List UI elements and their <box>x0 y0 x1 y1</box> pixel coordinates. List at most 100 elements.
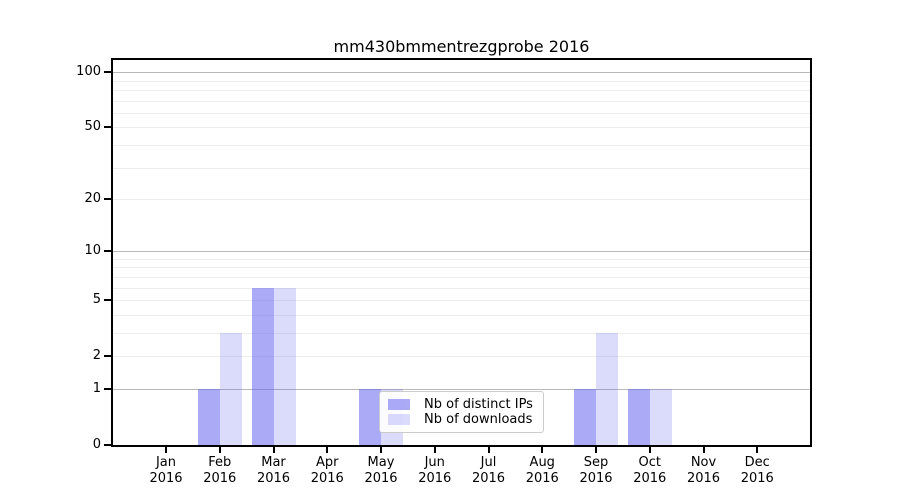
x-tick-label: Aug 2016 <box>510 455 574 487</box>
y-tick <box>104 71 111 74</box>
x-tick-year: 2016 <box>471 471 506 486</box>
major-gridline <box>113 72 810 74</box>
legend-label-downloads: Nb of downloads <box>424 412 533 427</box>
bar-distinct-ips-oct <box>627 389 650 445</box>
plot-area: Nb of distinct IPs Nb of downloads 0 1 2 5 1… <box>76 58 812 486</box>
minor-gridline <box>113 144 810 146</box>
y-tick-label: 20 <box>84 191 101 206</box>
x-tick-label: Jun 2016 <box>403 455 467 487</box>
y-tick <box>104 387 111 390</box>
x-tick-month: Jan <box>155 455 177 470</box>
y-tick <box>104 198 111 200</box>
x-tick <box>541 445 544 453</box>
y-tick <box>104 126 111 129</box>
y-tick-label: 0 <box>92 437 101 452</box>
x-tick-year: 2016 <box>256 471 291 486</box>
x-tick <box>433 445 436 453</box>
x-tick-year: 2016 <box>525 471 559 486</box>
x-tick-month: Dec <box>744 455 770 470</box>
x-tick <box>326 445 329 453</box>
x-tick-month: Oct <box>638 455 661 470</box>
y-tick-label: 1 <box>92 380 101 396</box>
minor-gridline <box>113 89 810 91</box>
minor-gridline <box>113 100 810 102</box>
x-tick-label: Mar 2016 <box>242 455 306 487</box>
legend-label-distinct-ips: Nb of distinct IPs <box>424 397 533 412</box>
x-tick-label: Feb 2016 <box>188 455 252 487</box>
x-tick <box>165 445 167 453</box>
x-tick-month: Nov <box>690 455 717 470</box>
x-tick <box>702 445 705 453</box>
bar-downloads-mar <box>273 287 296 445</box>
x-tick-label: Jul 2016 <box>457 455 521 487</box>
minor-gridline <box>113 356 810 358</box>
bar-downloads-feb <box>219 333 242 445</box>
x-tick-year: 2016 <box>633 471 667 486</box>
bar-distinct-ips-may <box>359 389 381 445</box>
minor-gridline <box>113 314 810 316</box>
x-tick <box>218 445 221 453</box>
x-tick-month: May <box>367 455 395 470</box>
x-tick-year: 2016 <box>203 471 237 486</box>
legend-entry-downloads: Nb of downloads <box>388 412 535 427</box>
x-tick-month: Mar <box>261 455 286 470</box>
x-tick <box>380 445 382 453</box>
y-tick-label: 2 <box>92 348 101 364</box>
minor-gridline <box>113 287 810 289</box>
minor-gridline <box>113 267 810 269</box>
minor-gridline <box>113 276 810 278</box>
x-tick-month: Apr <box>316 455 339 470</box>
x-tick-label: May 2016 <box>349 455 413 487</box>
x-tick-year: 2016 <box>310 471 344 486</box>
y-tick <box>104 444 111 446</box>
x-tick-year: 2016 <box>364 471 398 486</box>
legend-entry-distinct-ips: Nb of distinct IPs <box>388 397 535 412</box>
x-tick <box>487 445 490 453</box>
x-tick-year: 2016 <box>740 471 774 486</box>
x-tick-year: 2016 <box>579 471 613 486</box>
y-tick-label: 50 <box>84 119 101 135</box>
y-tick <box>104 299 111 302</box>
x-tick-year: 2016 <box>686 471 721 486</box>
minor-gridline <box>113 332 810 334</box>
legend-swatch-downloads <box>388 414 410 425</box>
x-tick-year: 2016 <box>149 471 183 486</box>
minor-gridline <box>113 258 810 260</box>
minor-gridline <box>113 300 810 302</box>
legend-swatch-distinct-ips <box>388 399 410 410</box>
x-tick-label: Sep 2016 <box>564 455 628 487</box>
x-tick-month: Jul <box>480 455 497 470</box>
bar-distinct-ips-sep <box>574 389 596 445</box>
x-tick <box>756 445 759 453</box>
x-tick-month: Aug <box>529 455 555 470</box>
chart-title: mm430bmmentrezgprobe 2016 <box>333 37 590 56</box>
x-tick-month: Jun <box>424 455 445 470</box>
x-tick-label: Jan 2016 <box>134 455 198 487</box>
x-tick <box>272 445 275 453</box>
major-gridline <box>113 251 810 253</box>
y-tick <box>104 355 111 358</box>
x-tick-label: Nov 2016 <box>672 455 736 487</box>
x-tick-year: 2016 <box>418 471 452 486</box>
y-tick-label: 10 <box>84 243 101 259</box>
x-tick <box>595 445 597 453</box>
bar-distinct-ips-feb <box>197 389 220 445</box>
minor-gridline <box>113 80 810 82</box>
bar-downloads-sep <box>596 333 618 445</box>
x-tick-label: Apr 2016 <box>295 455 359 487</box>
minor-gridline <box>113 127 810 129</box>
legend: Nb of distinct IPs Nb of downloads <box>379 391 544 433</box>
x-tick-label: Dec 2016 <box>725 455 789 487</box>
y-tick-label: 5 <box>92 292 101 308</box>
minor-gridline <box>113 167 810 169</box>
x-tick-label: Oct 2016 <box>618 455 682 487</box>
x-tick-month: Sep <box>583 455 609 470</box>
major-gridline <box>113 388 810 390</box>
bar-distinct-ips-mar <box>251 287 274 445</box>
x-tick <box>648 445 651 453</box>
minor-gridline <box>113 112 810 114</box>
y-tick <box>104 250 111 253</box>
y-tick-label: 100 <box>76 64 101 80</box>
bar-downloads-oct <box>649 389 672 445</box>
